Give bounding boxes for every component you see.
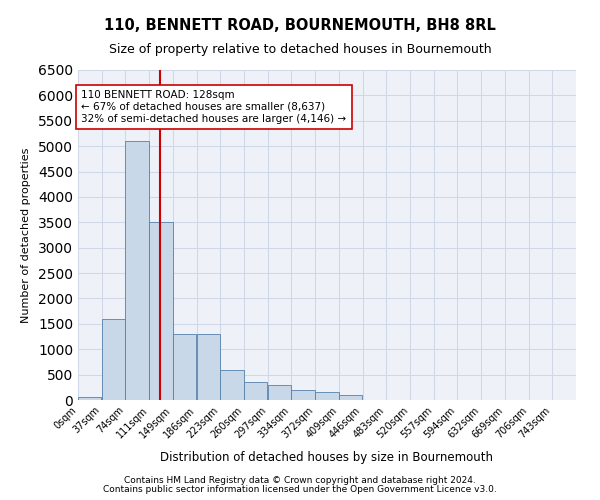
- Bar: [197, 334, 220, 400]
- Bar: [315, 392, 338, 400]
- Text: Size of property relative to detached houses in Bournemouth: Size of property relative to detached ho…: [109, 42, 491, 56]
- Y-axis label: Number of detached properties: Number of detached properties: [21, 148, 31, 322]
- Bar: [268, 385, 291, 400]
- X-axis label: Distribution of detached houses by size in Bournemouth: Distribution of detached houses by size …: [161, 451, 493, 464]
- Bar: [292, 390, 315, 400]
- Bar: [220, 370, 244, 400]
- Bar: [125, 141, 149, 400]
- Bar: [149, 222, 173, 400]
- Bar: [339, 395, 362, 400]
- Bar: [78, 398, 101, 400]
- Text: Contains HM Land Registry data © Crown copyright and database right 2024.: Contains HM Land Registry data © Crown c…: [124, 476, 476, 485]
- Bar: [102, 319, 125, 400]
- Bar: [173, 334, 196, 400]
- Text: 110, BENNETT ROAD, BOURNEMOUTH, BH8 8RL: 110, BENNETT ROAD, BOURNEMOUTH, BH8 8RL: [104, 18, 496, 32]
- Text: Contains public sector information licensed under the Open Government Licence v3: Contains public sector information licen…: [103, 485, 497, 494]
- Bar: [244, 382, 268, 400]
- Text: 110 BENNETT ROAD: 128sqm
← 67% of detached houses are smaller (8,637)
32% of sem: 110 BENNETT ROAD: 128sqm ← 67% of detach…: [81, 90, 346, 124]
